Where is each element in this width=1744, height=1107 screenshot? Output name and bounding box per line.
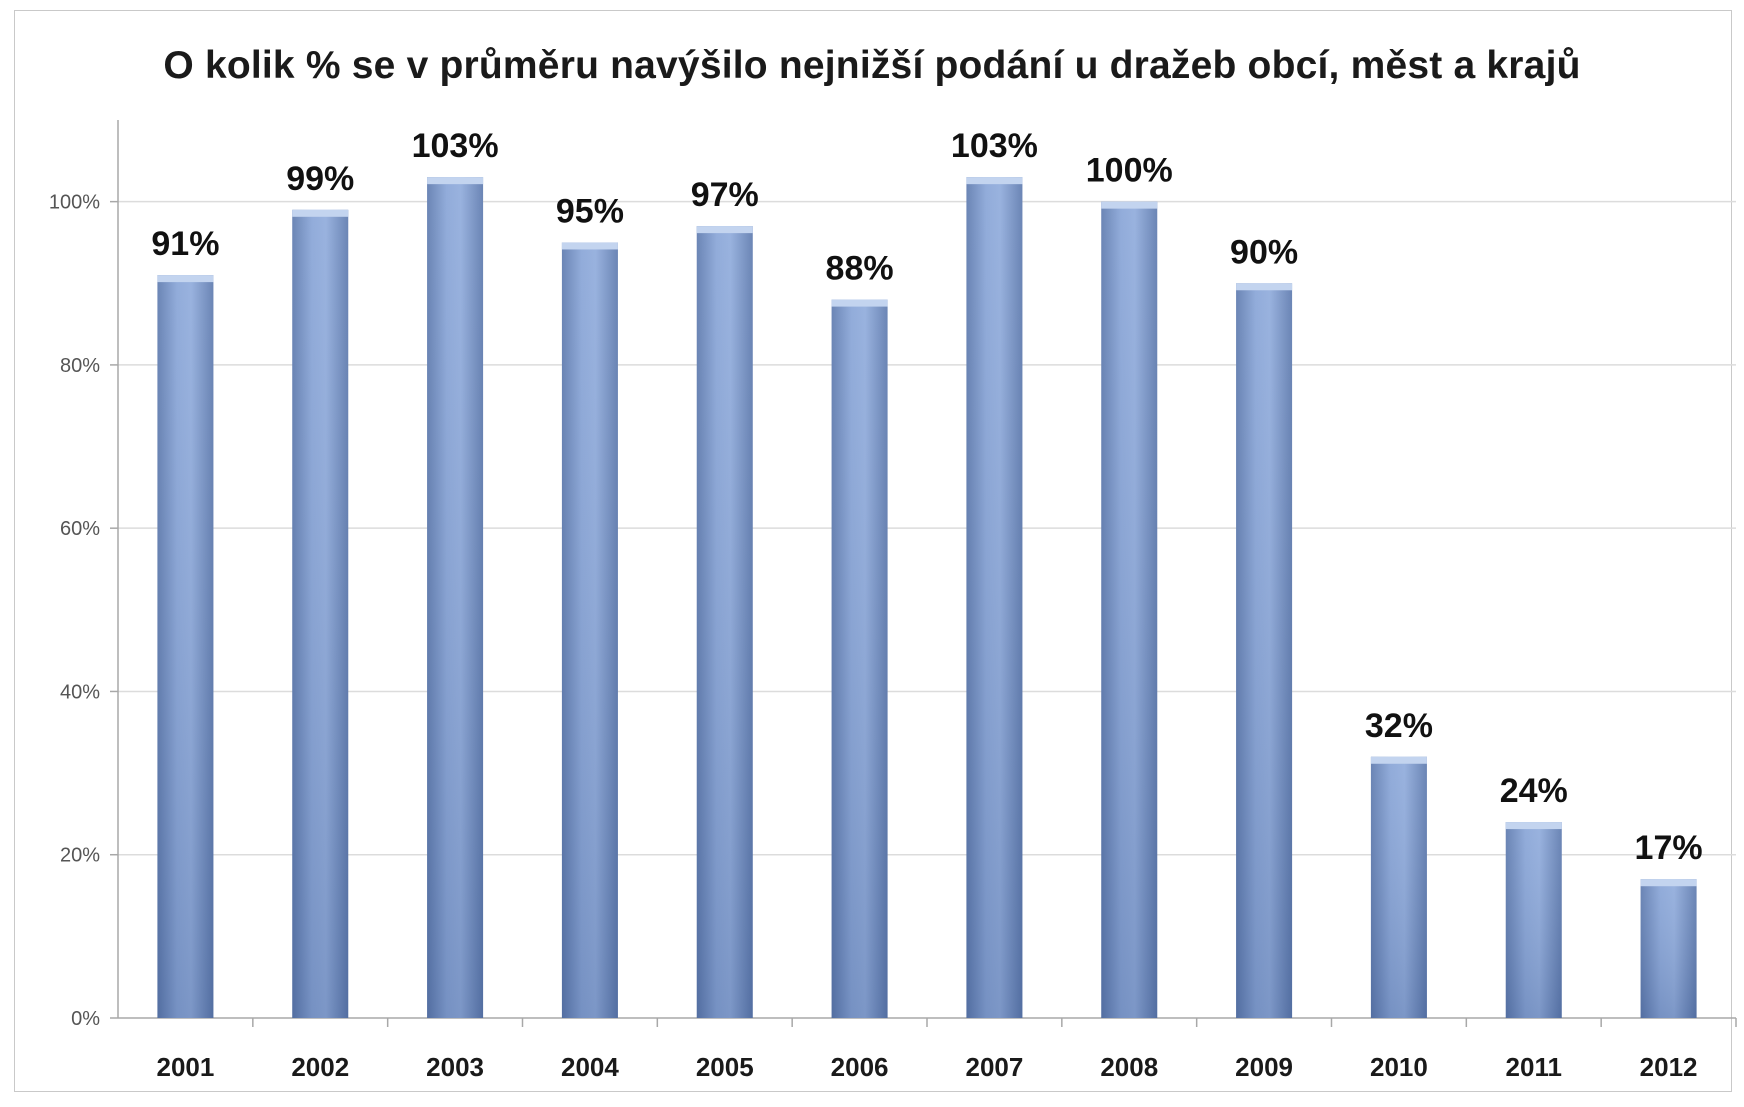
bar-shading [966, 177, 1023, 1019]
bar-cap [292, 209, 349, 217]
data-label: 90% [1230, 233, 1298, 271]
bar-shading [561, 242, 618, 1019]
bar-shading [1370, 756, 1427, 1018]
bar-group [427, 177, 484, 1019]
axes [110, 120, 1737, 1027]
labels: 0% 20% 40% 60% 80% 100% 91% 2001 99% 2002 103% 2003… [49, 127, 1703, 1082]
bar-group [292, 209, 349, 1019]
bar-group [966, 177, 1023, 1019]
data-label: 91% [151, 225, 219, 263]
bar-group [1101, 201, 1158, 1019]
x-tick-label: 2008 [1100, 1052, 1158, 1082]
x-tick-label: 2002 [291, 1052, 349, 1082]
x-tick-label: 2011 [1506, 1052, 1562, 1082]
bar-group [1640, 879, 1697, 1018]
bar-cap [831, 299, 888, 307]
chart-title: O kolik % se v průměru navýšilo nejnižší… [163, 44, 1581, 87]
x-tick-label: 2010 [1370, 1052, 1428, 1082]
data-label: 100% [1086, 152, 1173, 190]
data-label: 97% [691, 176, 759, 214]
data-label: 88% [826, 250, 894, 288]
data-label: 103% [412, 127, 499, 165]
bar-shading [1101, 201, 1158, 1019]
data-label: 24% [1500, 772, 1568, 810]
bar-cap [966, 177, 1023, 185]
data-label: 103% [951, 127, 1038, 165]
data-label: 99% [286, 160, 354, 198]
bar-group [157, 275, 214, 1018]
bar-shading [831, 299, 888, 1019]
x-tick-label: 2004 [561, 1052, 619, 1082]
y-tick-label: 100% [49, 192, 100, 214]
bar-cap [1370, 756, 1427, 764]
bar-cap [1505, 822, 1562, 830]
x-tick-label: 2007 [965, 1052, 1023, 1082]
data-label: 95% [556, 192, 624, 230]
x-tick-label: 2003 [426, 1052, 484, 1082]
bar-cap [427, 177, 484, 185]
bar-cap [1640, 879, 1697, 887]
bar-shading [1640, 879, 1697, 1018]
bar-group [1236, 283, 1293, 1019]
bar-cap [561, 242, 618, 250]
x-tick-label: 2005 [696, 1052, 754, 1082]
bar-cap [696, 226, 753, 234]
bar-group [561, 242, 618, 1019]
y-tick-label: 0% [71, 1008, 100, 1030]
gridlines [118, 200, 1736, 856]
x-tick-label: 2009 [1235, 1052, 1293, 1082]
bar-shading [696, 226, 753, 1019]
x-tick-label: 2006 [831, 1052, 889, 1082]
x-tick-label: 2012 [1640, 1052, 1698, 1082]
bar-shading [427, 177, 484, 1019]
y-tick-label: 40% [60, 681, 100, 703]
data-label: 17% [1635, 829, 1703, 867]
y-tick-label: 60% [60, 518, 100, 540]
bar-shading [157, 275, 214, 1018]
y-tick-label: 20% [60, 845, 100, 867]
bar-shading [1505, 822, 1562, 1018]
bar-cap [157, 275, 214, 283]
bars [157, 177, 1697, 1019]
y-tick-label: 80% [60, 355, 100, 377]
bar-group [831, 299, 888, 1019]
data-label: 32% [1365, 707, 1433, 745]
bar-group [696, 226, 753, 1019]
bar-cap [1236, 283, 1293, 291]
bar-group [1370, 756, 1427, 1018]
bar-shading [1236, 283, 1293, 1019]
x-tick-label: 2001 [156, 1052, 214, 1082]
bar-cap [1101, 201, 1158, 209]
bar-group [1505, 822, 1562, 1018]
bar-shading [292, 209, 349, 1019]
